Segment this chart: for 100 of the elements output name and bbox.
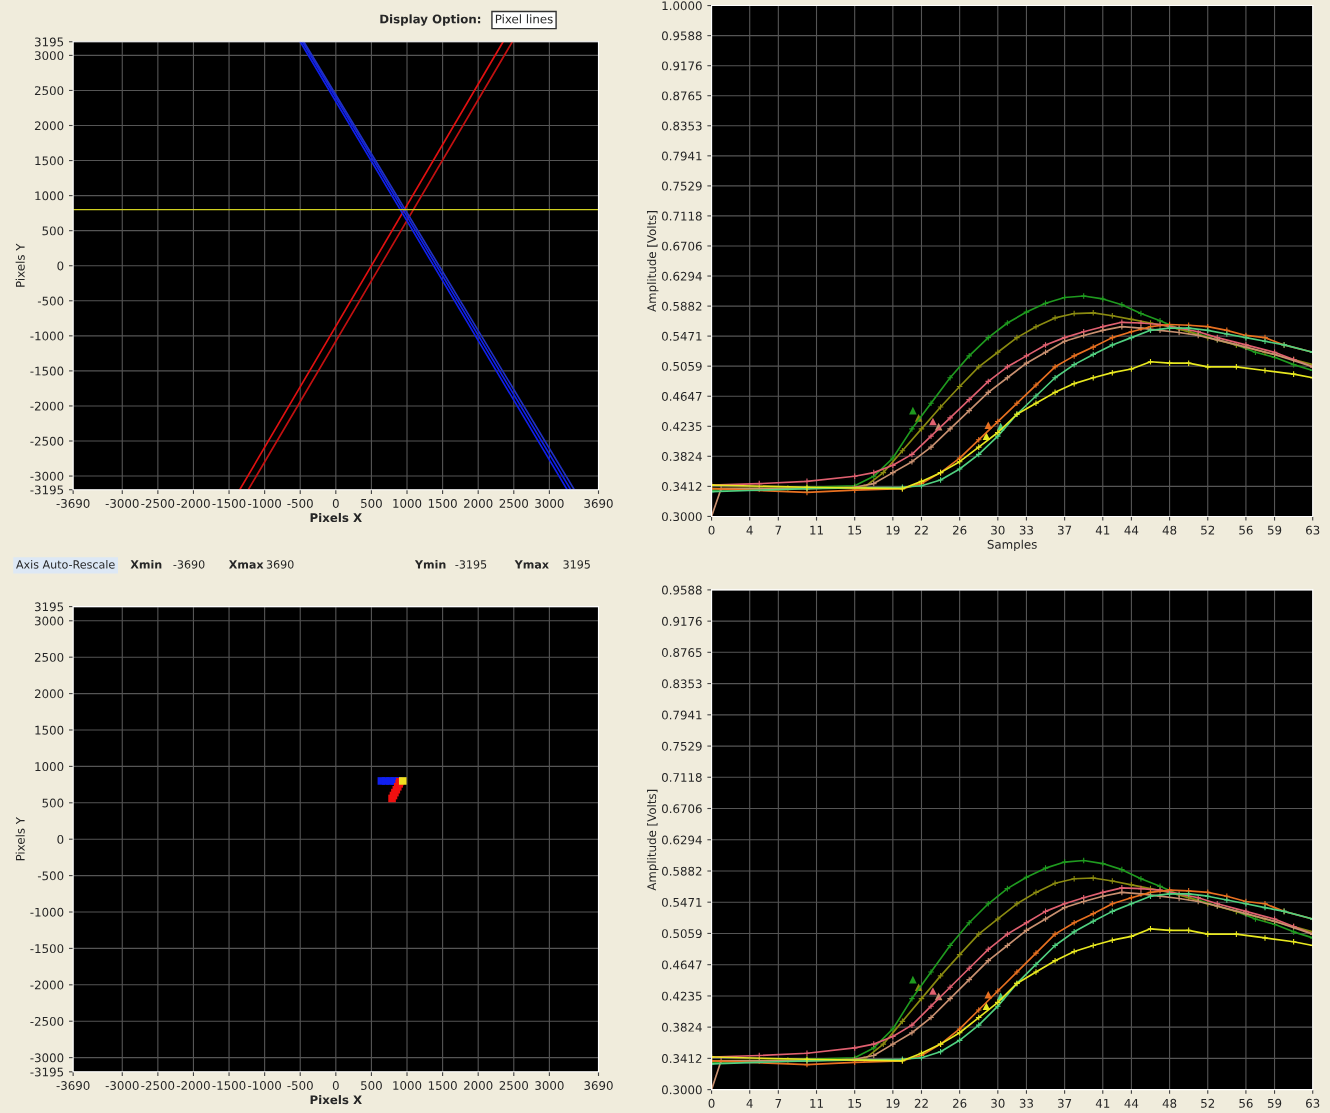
y-tick-label: 0.7941 <box>661 151 702 161</box>
text: -3195 <box>455 560 487 569</box>
x-tick-label: 63 <box>1306 1098 1320 1108</box>
x-tick-label: 3690 <box>584 1081 613 1090</box>
x-tick-label: 63 <box>1306 525 1320 535</box>
x-tick-label: 2500 <box>499 498 529 508</box>
x-tick-label: 48 <box>1162 525 1177 535</box>
y-tick-label: 1000 <box>35 762 64 772</box>
y-tick-label: 0.6294 <box>661 835 702 845</box>
y-tick-label: 0.4235 <box>661 422 702 431</box>
x-tick-label: 48 <box>1162 1098 1177 1108</box>
text: Ymin <box>414 560 446 569</box>
y-tick-label: 0.5471 <box>661 897 702 907</box>
x-tick-label: -2000 <box>176 1081 210 1090</box>
x-tick-label: 500 <box>361 1081 382 1090</box>
x-tick-label: 59 <box>1267 525 1282 535</box>
x-tick-label: 37 <box>1058 525 1072 535</box>
x-tick-label: 52 <box>1201 1098 1215 1108</box>
y-tick-label: 0.5882 <box>661 301 702 311</box>
y-axis-title: Pixels Y <box>15 243 25 287</box>
y-tick-label: -3195 <box>30 485 64 495</box>
x-tick-label: -3690 <box>56 498 90 508</box>
x-tick-label: -3000 <box>105 1081 139 1090</box>
x-tick-label: 26 <box>953 525 967 535</box>
y-tick-label: 0.7941 <box>661 710 702 720</box>
y-tick-label: -3195 <box>30 1067 64 1077</box>
y-tick-label: 2500 <box>34 86 64 96</box>
y-tick-label: 1000 <box>35 191 64 201</box>
text: Ymax <box>514 560 549 569</box>
y-tick-label: 1500 <box>35 156 64 166</box>
x-tick-label: -1000 <box>248 1081 282 1090</box>
x-tick-label: 19 <box>886 525 900 535</box>
y-tick-label: -1500 <box>30 366 64 376</box>
y-tick-label: -2000 <box>30 980 64 990</box>
x-tick-label: -2000 <box>176 498 210 508</box>
y-tick-label: 1.0000 <box>662 1 702 11</box>
x-tick-label: 44 <box>1124 525 1139 535</box>
x-tick-label: 44 <box>1124 1099 1139 1108</box>
y-tick-label: -1000 <box>30 907 64 917</box>
y-tick-label: 0.6706 <box>661 804 702 814</box>
y-tick-label: 0.4235 <box>661 991 702 1001</box>
y-tick-label: 0.9176 <box>661 61 702 71</box>
text: Axis Auto-Rescale <box>16 560 115 569</box>
y-tick-label: 500 <box>42 798 64 808</box>
y-tick-label: -2500 <box>30 1016 64 1026</box>
y-tick-label: 0.9588 <box>661 585 702 595</box>
x-tick-label: 22 <box>914 525 928 535</box>
y-tick-label: 0.3824 <box>661 452 702 461</box>
x-tick-label: 11 <box>810 525 823 535</box>
x-tick-label: 41 <box>1095 1099 1110 1108</box>
y-tick-label: 2500 <box>34 652 64 662</box>
y-tick-label: 0.5471 <box>661 331 702 341</box>
x-tick-label: 15 <box>848 525 862 535</box>
x-tick-label: -1500 <box>212 498 246 508</box>
x-tick-label: -500 <box>287 498 313 508</box>
y-tick-label: -3000 <box>30 471 64 481</box>
x-tick-label: -1000 <box>248 498 282 508</box>
x-axis-title: Samples <box>987 539 1037 552</box>
y-tick-label: 0.8765 <box>661 91 702 101</box>
x-tick-label: 1500 <box>428 1081 457 1090</box>
text: Pixel lines <box>495 14 553 24</box>
y-tick-label: 500 <box>42 226 64 236</box>
text: Display Option: <box>380 14 481 26</box>
y-tick-label: 0.6706 <box>661 241 702 251</box>
x-tick-label: 11 <box>810 1099 823 1108</box>
x-axis-title: Pixels X <box>310 1095 362 1105</box>
y-tick-label: 3195 <box>34 602 64 612</box>
x-tick-label: 500 <box>361 498 382 508</box>
y-tick-label: 3000 <box>34 51 64 61</box>
y-tick-label: 0.5059 <box>661 361 702 371</box>
y-tick-label: 0.9176 <box>661 616 702 626</box>
y-axis-title: Amplitude [Volts] <box>647 211 659 312</box>
y-tick-label: 2000 <box>34 121 64 131</box>
x-tick-label: 1000 <box>393 498 422 508</box>
x-tick-label: 15 <box>848 1099 862 1108</box>
x-tick-label: 7 <box>775 1099 782 1108</box>
y-tick-label: 0 <box>57 261 64 271</box>
x-tick-label: 56 <box>1239 1098 1253 1108</box>
x-tick-label: 26 <box>953 1098 967 1108</box>
y-tick-label: 0.4647 <box>661 391 702 401</box>
x-tick-label: -3690 <box>56 1081 90 1090</box>
x-tick-label: 3000 <box>535 498 564 508</box>
y-tick-label: 0.4647 <box>661 960 702 970</box>
y-tick-label: 0.9588 <box>661 31 702 41</box>
y-tick-label: 0 <box>57 834 64 844</box>
x-tick-label: 2000 <box>464 1081 493 1090</box>
y-tick-label: 0.7529 <box>661 741 702 751</box>
y-tick-label: -500 <box>37 296 64 306</box>
y-tick-label: 0.5882 <box>661 866 702 876</box>
x-tick-label: 30 <box>991 525 1005 535</box>
text: 3690 <box>266 560 294 569</box>
y-tick-label: -3000 <box>30 1053 64 1063</box>
y-tick-label: 0.3412 <box>661 482 702 492</box>
y-axis-title: Pixels Y <box>15 816 25 861</box>
y-tick-label: 3000 <box>34 616 64 626</box>
x-tick-label: 30 <box>991 1098 1005 1108</box>
y-tick-label: 0.5059 <box>661 929 702 939</box>
x-tick-label: -2500 <box>141 1081 175 1090</box>
text: -3690 <box>173 560 205 569</box>
x-tick-label: 7 <box>775 525 782 535</box>
